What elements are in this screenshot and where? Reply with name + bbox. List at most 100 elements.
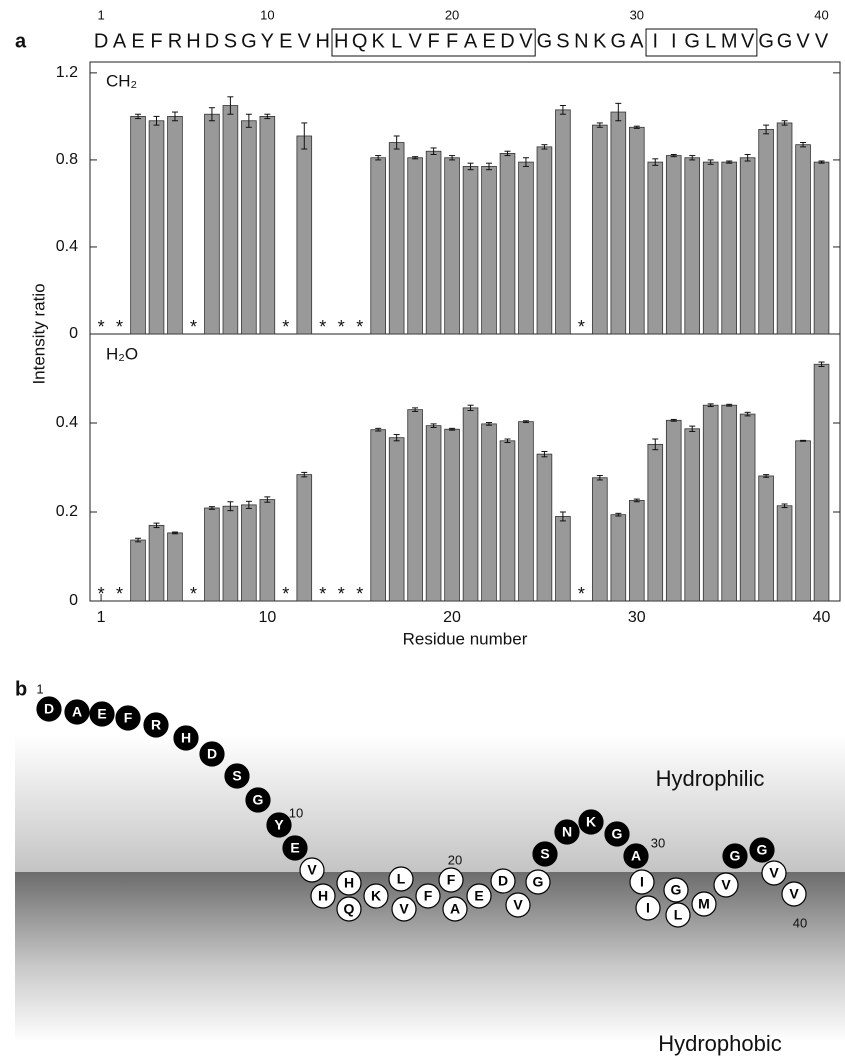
- error-bar: [707, 159, 714, 165]
- sequence-letter: M: [721, 30, 738, 52]
- error-bar: [393, 135, 400, 150]
- bar: [444, 157, 460, 335]
- residue-letter: V: [789, 886, 799, 902]
- error-bar: [707, 403, 714, 408]
- residue-circle: [713, 872, 739, 898]
- bar: [370, 157, 386, 335]
- error-bar: [633, 125, 640, 129]
- y-tick-label: 0.4: [56, 414, 78, 431]
- sequence-letter: A: [464, 30, 478, 52]
- sequence-letter: I: [652, 30, 658, 52]
- residue-number: 40: [793, 915, 807, 930]
- residue-letter: D: [44, 701, 54, 717]
- residue-circle: [604, 821, 630, 847]
- sequence-letter: G: [777, 30, 793, 52]
- sequence-letter: G: [241, 30, 257, 52]
- panel-label: b: [15, 678, 27, 700]
- residue-letter: K: [371, 888, 381, 904]
- bar: [296, 135, 313, 335]
- bar: [296, 474, 313, 602]
- missing-marker: *: [98, 584, 105, 604]
- residue-letter: M: [698, 896, 710, 912]
- sequence-letter: N: [574, 30, 588, 52]
- sequence-letter: V: [815, 30, 829, 52]
- bar: [444, 428, 460, 602]
- error-bar: [781, 503, 788, 509]
- error-bar: [135, 113, 142, 120]
- bar: [702, 161, 719, 335]
- error-bar: [375, 427, 382, 432]
- residue-circle: [282, 835, 308, 861]
- residue-circle: [299, 857, 325, 883]
- x-axis-label: Residue number: [403, 629, 528, 648]
- residue-letter: Y: [274, 817, 284, 833]
- error-bar: [763, 474, 770, 478]
- bar: [813, 363, 830, 602]
- bar: [610, 111, 627, 335]
- x-tick-label: 30: [628, 609, 646, 626]
- residue-letter: H: [318, 888, 328, 904]
- panel-label: a: [15, 30, 27, 52]
- bar: [388, 437, 405, 602]
- residue-circle: [525, 869, 551, 895]
- error-bar: [615, 102, 622, 122]
- error-bar: [504, 150, 511, 157]
- error-bar: [726, 160, 733, 164]
- sequence-letter: G: [611, 30, 627, 52]
- error-bar: [393, 434, 400, 442]
- error-bar: [245, 500, 252, 509]
- error-bar: [726, 403, 733, 407]
- y-tick-label: 0.4: [56, 238, 78, 255]
- bar: [555, 516, 571, 602]
- sequence-letter: Y: [261, 30, 274, 52]
- residue-circle: [36, 696, 62, 722]
- residue-circle: [490, 868, 516, 894]
- sequence-letter: A: [113, 30, 127, 52]
- error-bar: [430, 147, 437, 155]
- bar: [647, 443, 664, 602]
- residue-circle: [173, 725, 199, 751]
- bar: [204, 507, 220, 602]
- bar: [739, 157, 756, 335]
- x-tick-label: 40: [813, 609, 831, 626]
- residue-circle: [224, 763, 250, 789]
- sequence-letter: K: [372, 30, 386, 52]
- residue-circle: [635, 895, 661, 921]
- bar: [222, 105, 239, 335]
- sequence-number: 10: [260, 7, 274, 22]
- sequence-number: 20: [445, 7, 459, 22]
- bar: [684, 157, 701, 335]
- missing-marker: *: [190, 584, 197, 604]
- bar: [425, 150, 442, 335]
- residue-letter: H: [344, 875, 354, 891]
- sequence-letter: D: [94, 30, 108, 52]
- sequence-letter: I: [671, 30, 677, 52]
- bar: [795, 144, 811, 335]
- bar: [647, 161, 664, 335]
- residue-circle: [266, 812, 292, 838]
- bar: [425, 425, 442, 602]
- error-bar: [264, 113, 271, 120]
- missing-marker: *: [190, 317, 197, 337]
- residue-letter: K: [586, 814, 596, 830]
- error-bar: [486, 162, 493, 171]
- error-bar: [153, 522, 160, 529]
- missing-marker: *: [319, 317, 326, 337]
- residue-circle: [665, 902, 691, 928]
- error-bar: [412, 156, 419, 160]
- error-bar: [559, 105, 566, 115]
- sequence-letter: F: [150, 30, 162, 52]
- error-bar: [245, 113, 252, 128]
- residue-number: 30: [651, 835, 665, 850]
- error-bar: [301, 471, 308, 478]
- error-bar: [208, 107, 215, 122]
- bar: [776, 122, 793, 335]
- bar: [610, 514, 627, 602]
- error-bar: [689, 425, 696, 432]
- error-bar: [689, 155, 696, 161]
- error-bar: [541, 450, 548, 458]
- error-bar: [559, 511, 566, 522]
- residue-circle: [629, 869, 655, 895]
- bar: [536, 146, 553, 335]
